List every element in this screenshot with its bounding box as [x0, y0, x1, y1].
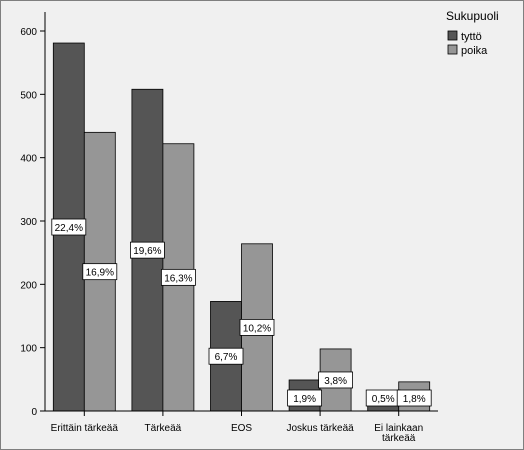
data-label-box — [396, 389, 432, 407]
x-tick-label: Ei lainkaan — [374, 423, 423, 434]
legend: Sukupuoli tyttö poika — [446, 9, 499, 57]
x-tick-label: tärkeää — [382, 433, 416, 444]
legend-label-poika: poika — [461, 45, 488, 57]
data-label: 3,8% — [318, 371, 354, 389]
data-label-text: 6,7% — [215, 352, 238, 363]
data-label-text: 1,8% — [403, 394, 426, 405]
data-label-box — [318, 371, 354, 389]
data-label: 1,8% — [396, 389, 432, 407]
data-label: 0,5% — [365, 389, 401, 407]
legend-label-tytto: tyttö — [461, 31, 482, 43]
data-label-box — [287, 389, 323, 407]
data-label: 22,4% — [51, 218, 87, 236]
data-label: 19,6% — [129, 241, 165, 259]
data-label-text: 3,8% — [324, 376, 347, 387]
x-tick-label: EOS — [231, 423, 252, 434]
y-tick-label: 500 — [20, 90, 37, 101]
y-tick-label: 0 — [31, 407, 37, 418]
x-tick-label: Erittäin tärkeää — [51, 423, 119, 434]
data-label: 6,7% — [208, 347, 244, 365]
data-label: 1,9% — [287, 389, 323, 407]
data-label-box — [239, 318, 275, 336]
y-tick-label: 100 — [20, 344, 37, 355]
legend-swatch-poika — [447, 44, 458, 55]
data-label-box — [82, 263, 118, 281]
y-tick-label: 200 — [20, 280, 37, 291]
data-label-box — [129, 241, 165, 259]
data-label-box — [160, 268, 196, 286]
x-tick-label: Joskus tärkeää — [286, 423, 354, 434]
axes-layer: 0 100 200 300 400 500 600 Erittäin tärkeää Tärke… — [20, 12, 438, 444]
legend-title: Sukupuoli — [446, 9, 499, 23]
y-tick-label: 300 — [20, 217, 37, 228]
data-label-box — [208, 347, 244, 365]
y-tick-label: 600 — [20, 27, 37, 38]
legend-swatch-tytto — [447, 30, 458, 41]
data-label-text: 1,9% — [293, 394, 316, 405]
y-tick-label: 400 — [20, 154, 37, 165]
data-label: 10,2% — [239, 318, 275, 336]
data-labels-layer: 22,4% 16,9% 19,6% 16,3% 6,7% 10,2% 1,9% 3,8% 0,5… — [51, 218, 432, 407]
data-label-text: 22,4% — [55, 223, 83, 234]
data-label: 16,3% — [160, 268, 196, 286]
data-label-text: 16,9% — [86, 268, 114, 279]
data-label-text: 0,5% — [372, 394, 395, 405]
data-label-text: 10,2% — [243, 323, 271, 334]
data-label-text: 19,6% — [133, 246, 161, 257]
data-label-text: 16,3% — [164, 273, 192, 284]
data-label: 16,9% — [82, 263, 118, 281]
data-label-box — [51, 218, 87, 236]
x-tick-label: Tärkeää — [145, 423, 182, 434]
